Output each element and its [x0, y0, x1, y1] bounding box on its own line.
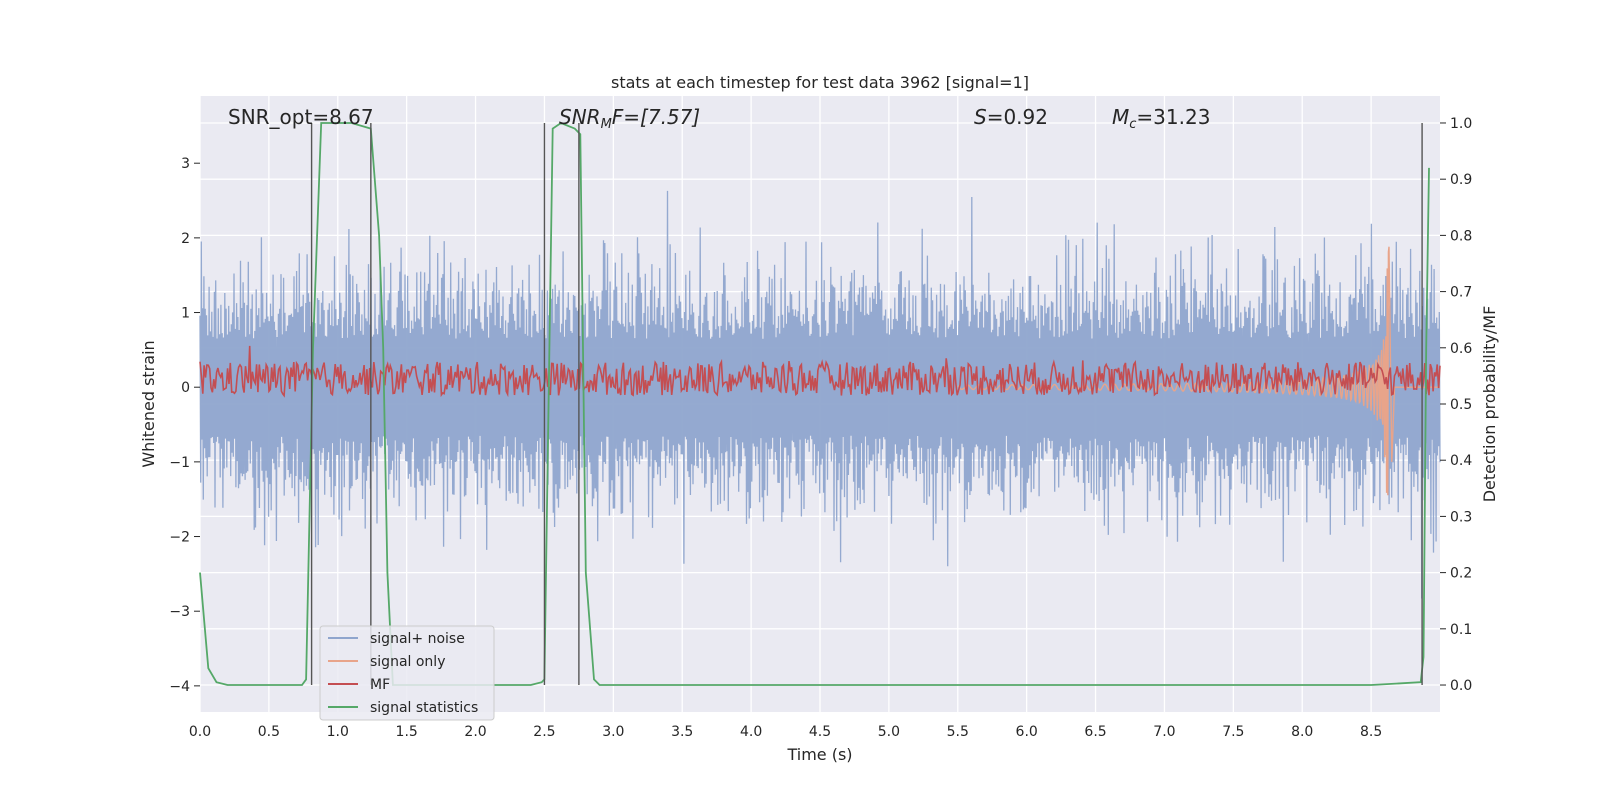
vertical-markers	[310, 122, 1423, 686]
y2-tick-label: 0.9	[1450, 172, 1472, 188]
x-tick-label: 7.0	[1153, 724, 1175, 740]
y2-axis-label: Detection probability/MF	[1480, 306, 1499, 503]
x-tick-label: 6.0	[1016, 724, 1038, 740]
y2-tick-label: 0.5	[1450, 397, 1472, 413]
annotation-mc: Mc=31.23	[1112, 105, 1210, 132]
y-axis-ticks: −4 −3 −2 −1 0 1 2 3	[169, 156, 200, 695]
y2-tick-label: 1.0	[1450, 116, 1472, 132]
x-axis-label: Time (s)	[786, 745, 852, 764]
y2-tick-label: 0.7	[1450, 285, 1472, 301]
series-signal-noise	[199, 190, 1441, 599]
y2-tick-label: 0.4	[1450, 453, 1472, 469]
legend-label-signal-only: signal only	[370, 654, 445, 670]
y-tick-label: −3	[169, 604, 190, 620]
y-tick-label: 2	[181, 231, 190, 247]
y-tick-label: 3	[181, 156, 190, 172]
y2-tick-label: 0.2	[1450, 566, 1472, 582]
x-tick-label: 6.5	[1084, 724, 1106, 740]
legend-label-mf: MF	[370, 677, 390, 693]
x-tick-label: 4.0	[740, 724, 762, 740]
legend: signal+ noise signal only MF signal stat…	[319, 625, 495, 721]
x-tick-label: 7.5	[1222, 724, 1244, 740]
legend-box	[319, 625, 495, 721]
annotation-snr-opt: SNR_opt=8.67	[228, 105, 374, 129]
x-tick-label: 5.0	[878, 724, 900, 740]
x-axis-ticks: 0.0 0.5 1.0 1.5 2.0 2.5 3.0 3.5 4.0 4.5 5.0 5.5 6.0 6…	[189, 724, 1382, 740]
y-tick-label: −1	[169, 455, 190, 471]
series-signal-only	[957, 246, 1440, 496]
x-tick-label: 2.5	[533, 724, 555, 740]
y2-axis-ticks: 0.0 0.1 0.2 0.3 0.4 0.5 0.6 0.7 0.8 0.9 1.0	[1440, 116, 1472, 694]
y2-tick-label: 0.8	[1450, 228, 1472, 244]
y-axis-label: Whitened strain	[139, 340, 158, 467]
y-tick-label: −4	[169, 679, 190, 695]
legend-label-signal-noise: signal+ noise	[370, 631, 465, 647]
y2-tick-label: 0.6	[1450, 341, 1472, 357]
chart-title: stats at each timestep for test data 396…	[611, 73, 1029, 92]
x-tick-label: 5.5	[947, 724, 969, 740]
x-tick-label: 4.5	[809, 724, 831, 740]
annotation-s: S=0.92	[974, 105, 1048, 129]
x-tick-label: 3.0	[602, 724, 624, 740]
x-tick-label: 8.5	[1360, 724, 1382, 740]
y-tick-label: −2	[169, 530, 190, 546]
x-tick-label: 3.5	[671, 724, 693, 740]
y2-tick-label: 0.3	[1450, 509, 1472, 525]
series-mf	[199, 345, 1441, 398]
y-tick-label: 1	[181, 306, 190, 322]
legend-label-signal-statistics: signal statistics	[370, 700, 478, 716]
y-tick-label: 0	[181, 380, 190, 396]
y2-tick-label: 0.0	[1450, 678, 1472, 694]
x-tick-label: 8.0	[1291, 724, 1313, 740]
x-tick-label: 0.0	[189, 724, 211, 740]
annotation-snr-mf: SNRMF=[7.57]	[559, 105, 700, 132]
x-tick-label: 1.0	[327, 724, 349, 740]
x-tick-label: 2.0	[464, 724, 486, 740]
x-tick-label: 1.5	[396, 724, 418, 740]
x-tick-label: 0.5	[258, 724, 280, 740]
y2-tick-label: 0.1	[1450, 622, 1472, 638]
